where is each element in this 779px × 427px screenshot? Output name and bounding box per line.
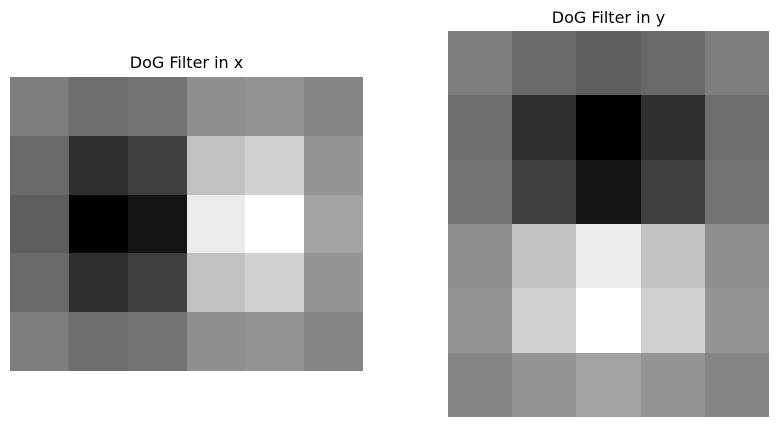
dog-x-cell-r1-c5 — [304, 136, 363, 195]
dog-x-cell-r2-c4 — [245, 195, 304, 253]
dog-y-cell-r2-c3 — [641, 160, 705, 224]
dog-y-cell-r4-c2 — [576, 288, 641, 353]
dog-x-cell-r0-c5 — [304, 77, 363, 136]
heatmap-dog-y — [448, 31, 769, 417]
chart-title-dog-x: DoG Filter in x — [129, 53, 244, 72]
dog-x-cell-r4-c5 — [304, 312, 363, 371]
dog-x-cell-r0-c0 — [10, 77, 69, 136]
dog-y-cell-r2-c1 — [512, 160, 576, 224]
dog-y-cell-r4-c0 — [448, 288, 512, 353]
dog-y-cell-r2-c0 — [448, 160, 512, 224]
dog-y-cell-r3-c3 — [641, 224, 705, 288]
dog-y-cell-r0-c2 — [576, 31, 641, 95]
chart-title-dog-y: DoG Filter in y — [551, 8, 666, 27]
dog-x-cell-r4-c3 — [187, 312, 245, 371]
dog-x-cell-r0-c3 — [187, 77, 245, 136]
dog-x-cell-r0-c4 — [245, 77, 304, 136]
dog-y-cell-r3-c1 — [512, 224, 576, 288]
dog-x-cell-r4-c0 — [10, 312, 69, 371]
dog-x-cell-r3-c1 — [69, 253, 128, 312]
dog-y-cell-r1-c0 — [448, 95, 512, 160]
dog-y-cell-r1-c3 — [641, 95, 705, 160]
dog-x-cell-r4-c2 — [128, 312, 187, 371]
dog-x-cell-r1-c2 — [128, 136, 187, 195]
dog-x-cell-r2-c0 — [10, 195, 69, 253]
dog-x-cell-r4-c4 — [245, 312, 304, 371]
dog-y-cell-r0-c1 — [512, 31, 576, 95]
dog-x-cell-r1-c0 — [10, 136, 69, 195]
dog-y-cell-r4-c4 — [705, 288, 769, 353]
dog-y-cell-r0-c4 — [705, 31, 769, 95]
dog-x-cell-r4-c1 — [69, 312, 128, 371]
dog-x-cell-r2-c1 — [69, 195, 128, 253]
dog-x-cell-r3-c0 — [10, 253, 69, 312]
dog-x-cell-r0-c1 — [69, 77, 128, 136]
heatmap-dog-x — [10, 77, 363, 371]
dog-y-cell-r5-c1 — [512, 353, 576, 417]
dog-y-cell-r1-c4 — [705, 95, 769, 160]
dog-y-cell-r2-c2 — [576, 160, 641, 224]
dog-y-cell-r5-c0 — [448, 353, 512, 417]
dog-x-cell-r2-c5 — [304, 195, 363, 253]
dog-x-cell-r3-c3 — [187, 253, 245, 312]
dog-y-cell-r1-c1 — [512, 95, 576, 160]
dog-x-cell-r3-c4 — [245, 253, 304, 312]
dog-y-cell-r5-c3 — [641, 353, 705, 417]
dog-y-cell-r3-c2 — [576, 224, 641, 288]
dog-y-cell-r5-c4 — [705, 353, 769, 417]
dog-y-cell-r0-c3 — [641, 31, 705, 95]
dog-y-cell-r4-c1 — [512, 288, 576, 353]
dog-x-cell-r1-c3 — [187, 136, 245, 195]
dog-y-cell-r3-c4 — [705, 224, 769, 288]
dog-y-cell-r3-c0 — [448, 224, 512, 288]
dog-x-cell-r2-c3 — [187, 195, 245, 253]
dog-y-cell-r1-c2 — [576, 95, 641, 160]
dog-x-cell-r1-c1 — [69, 136, 128, 195]
dog-x-cell-r3-c2 — [128, 253, 187, 312]
dog-x-cell-r0-c2 — [128, 77, 187, 136]
dog-y-cell-r4-c3 — [641, 288, 705, 353]
dog-y-cell-r2-c4 — [705, 160, 769, 224]
dog-y-cell-r5-c2 — [576, 353, 641, 417]
dog-y-cell-r0-c0 — [448, 31, 512, 95]
dog-x-cell-r1-c4 — [245, 136, 304, 195]
dog-x-cell-r2-c2 — [128, 195, 187, 253]
dog-x-cell-r3-c5 — [304, 253, 363, 312]
